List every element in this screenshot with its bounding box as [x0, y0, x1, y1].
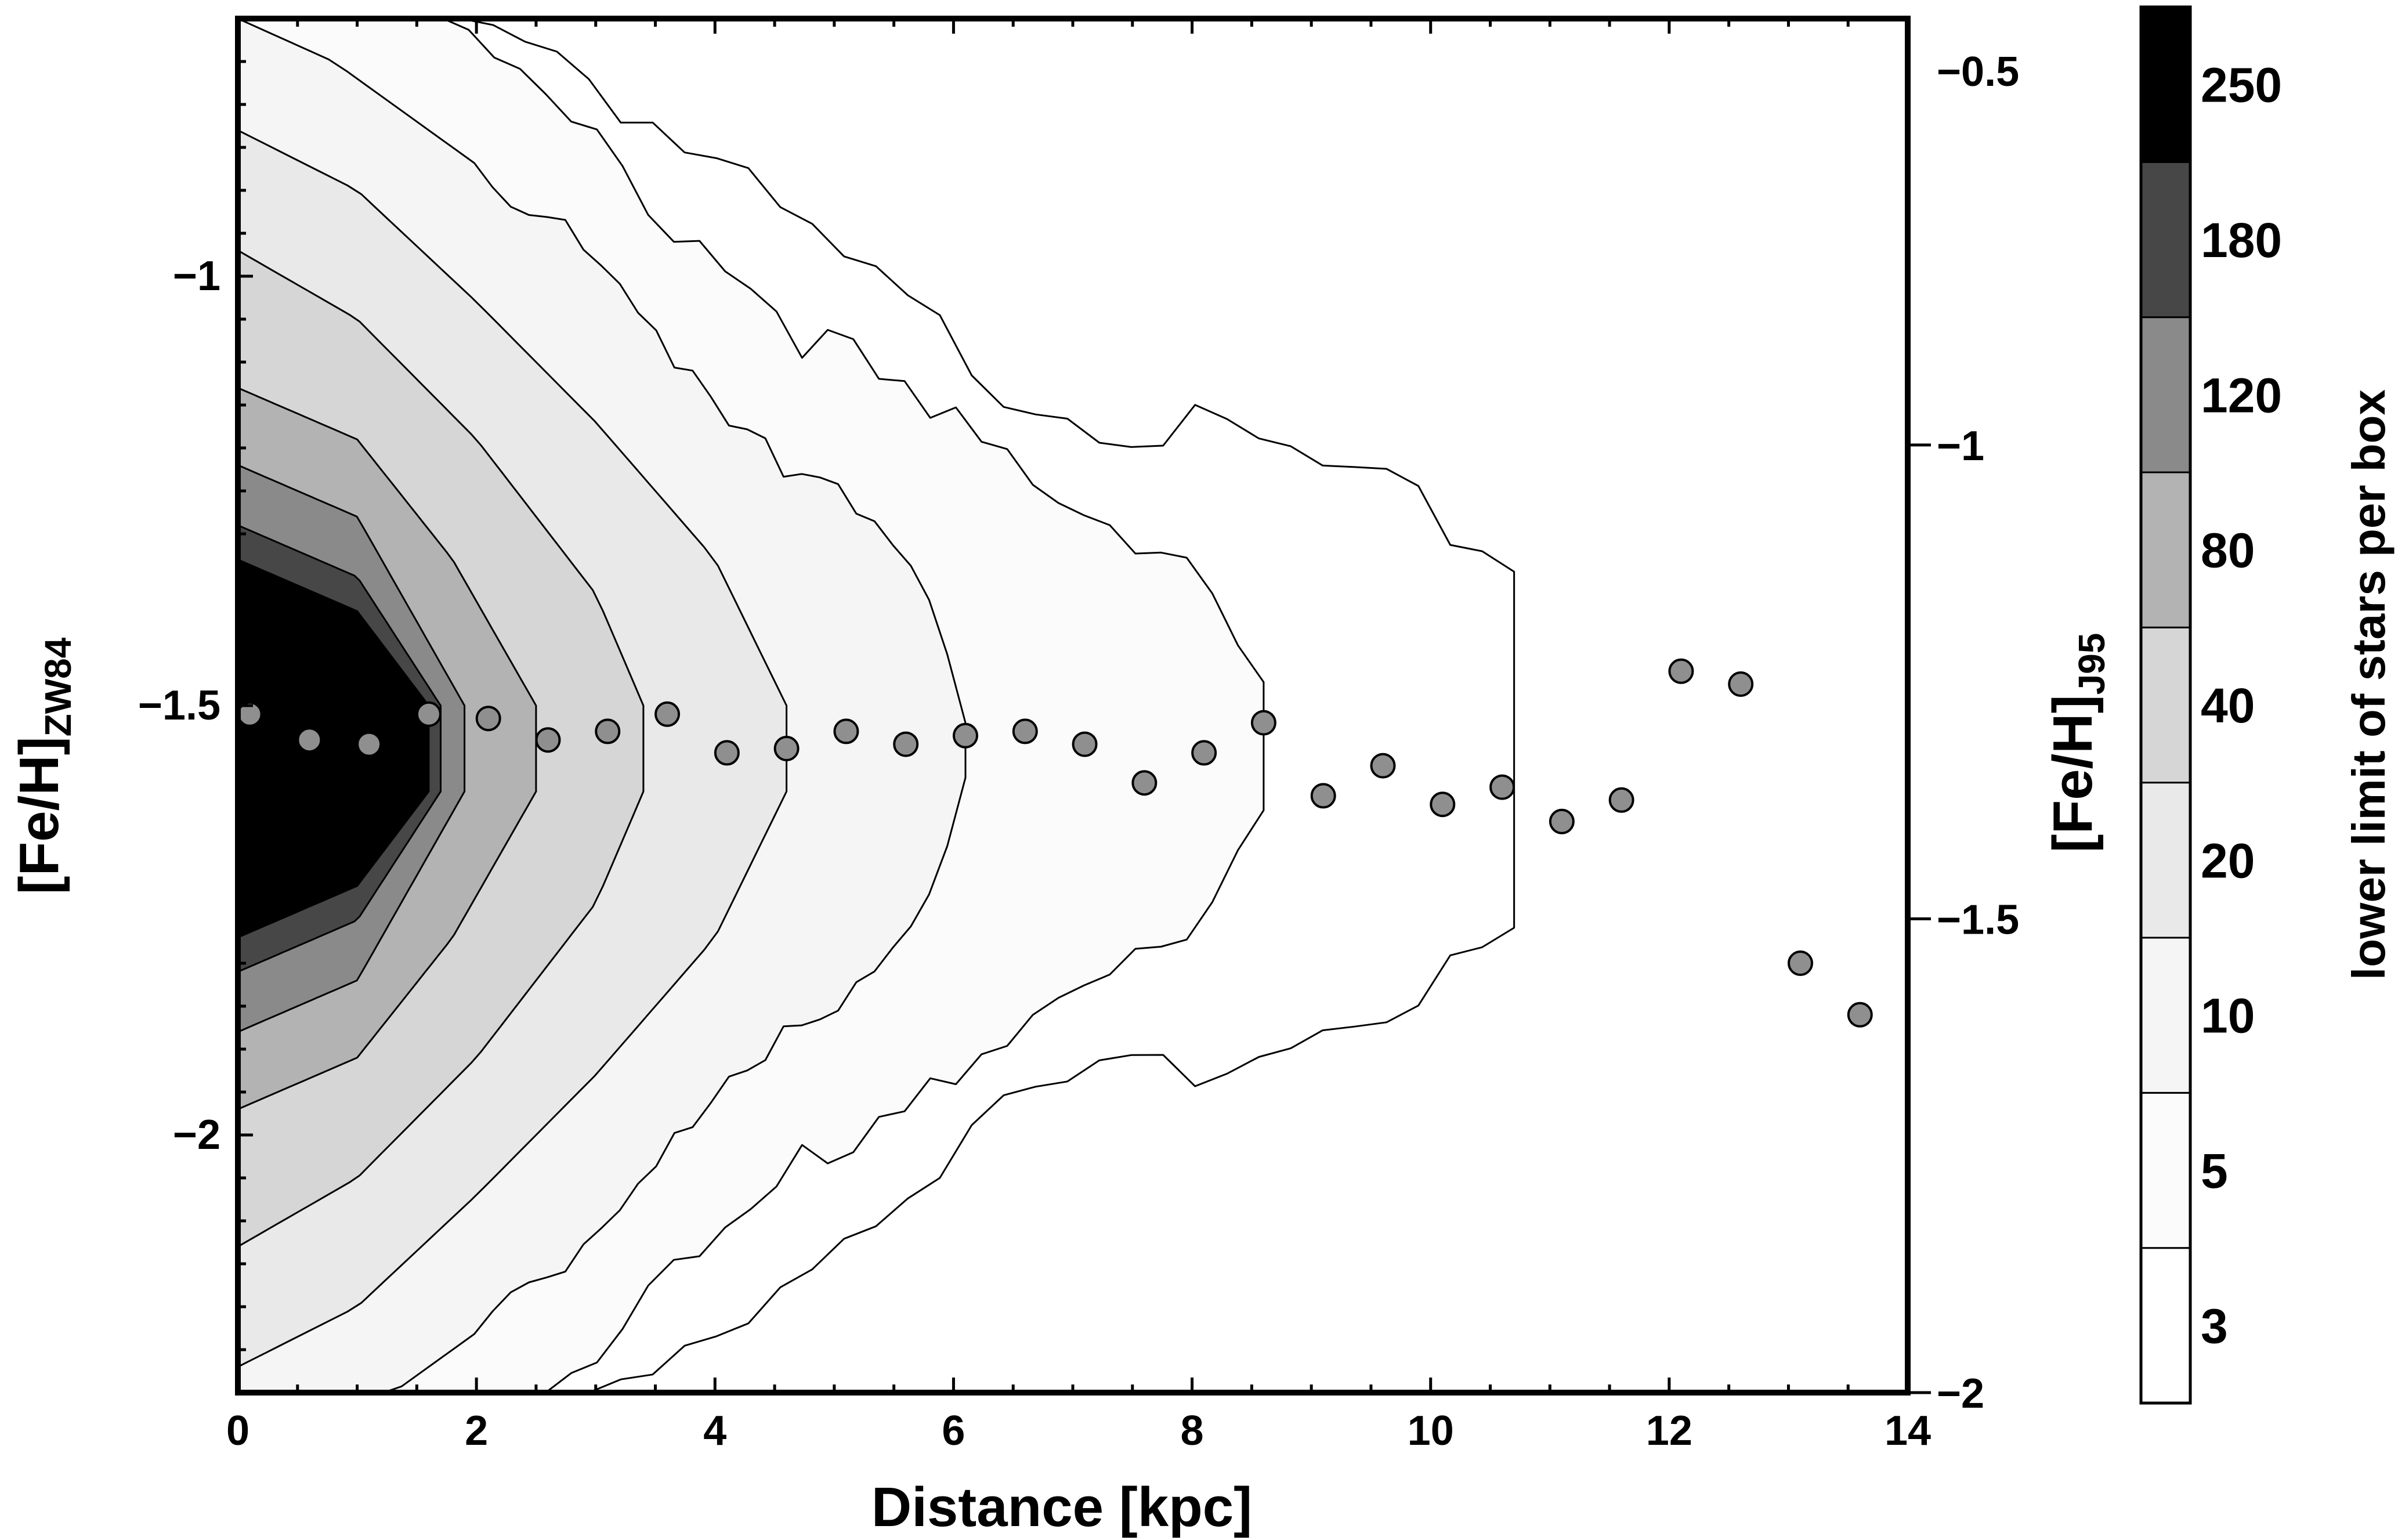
colorbar-label-3: 3 — [2201, 1299, 2228, 1353]
colorbar-label-80: 80 — [2201, 523, 2255, 578]
colorbar-segment-120 — [2140, 316, 2191, 473]
data-point — [356, 731, 382, 757]
data-point — [1489, 774, 1516, 800]
y-axis-label-right: [Fe/H]J95 — [2042, 633, 2113, 853]
y-axis-label-right-main: [Fe/H] — [2042, 695, 2104, 852]
data-point — [1072, 731, 1098, 757]
data-point-group — [237, 658, 1873, 1028]
data-point — [1430, 791, 1456, 818]
colorbar-segment-180 — [2140, 161, 2191, 319]
colorbar-segment-250 — [2140, 6, 2191, 163]
colorbar-title: lower limit of stars per box — [2343, 389, 2395, 980]
y-tick-label-left: −1.5 — [138, 682, 220, 729]
x-tick-label: 0 — [226, 1408, 249, 1454]
tick-label-group: 0 2 4 6 8 10 12 14 −1 −1.5 −2 −0.5 −1 −1.5 −2 — [138, 49, 2019, 1454]
data-point — [1012, 718, 1038, 744]
data-point — [893, 731, 919, 757]
tick-group — [236, 17, 1931, 1394]
colorbar-label-10: 10 — [2201, 989, 2255, 1043]
contour-fill-group — [237, 17, 1516, 1394]
data-point — [1668, 658, 1694, 684]
colorbar-label-120: 120 — [2201, 368, 2282, 422]
x-tick-label: 8 — [1181, 1408, 1204, 1454]
data-point — [1608, 787, 1634, 813]
x-tick-label: 10 — [1408, 1408, 1454, 1454]
y-axis-label-left: [Fe/H]ZW84 — [8, 637, 79, 894]
y-axis-label-right-sub: J95 — [2071, 633, 2113, 695]
colorbar-segment-10 — [2140, 937, 2191, 1094]
y-tick-label-left: −2 — [173, 1112, 220, 1158]
y-tick-label-right: −1 — [1937, 423, 1984, 469]
y-tick-label-right: −2 — [1937, 1371, 1984, 1417]
data-point — [1370, 753, 1396, 779]
data-point — [773, 736, 800, 761]
data-point — [1131, 770, 1158, 796]
colorbar-label-20: 20 — [2201, 833, 2255, 888]
contour-band-250 — [237, 558, 430, 939]
x-tick-label: 6 — [942, 1408, 965, 1454]
data-point — [475, 706, 501, 732]
x-tick-label: 2 — [465, 1408, 488, 1454]
colorbar-frame — [2139, 5, 2192, 1405]
colorbar-segment-20 — [2140, 782, 2191, 939]
data-point — [654, 701, 681, 727]
data-point — [1310, 783, 1336, 809]
data-point — [1847, 1002, 1873, 1028]
colorbar-segment-40 — [2140, 626, 2191, 784]
data-point — [1250, 710, 1276, 736]
x-tick-label: 12 — [1646, 1408, 1692, 1454]
data-point — [952, 722, 978, 749]
data-point — [415, 701, 442, 727]
data-point — [1728, 671, 1754, 697]
x-tick-label: 4 — [703, 1408, 726, 1454]
colorbar-segment-80 — [2140, 471, 2191, 628]
x-axis-label: Distance [kpc] — [871, 1476, 1252, 1538]
y-axis-label-left-main: [Fe/H] — [8, 736, 70, 894]
data-point — [714, 740, 740, 766]
data-point — [833, 718, 859, 744]
data-point — [1549, 808, 1575, 834]
y-tick-label-right: −1.5 — [1937, 896, 2019, 943]
colorbar-label-180: 180 — [2201, 213, 2282, 267]
x-tick-label: 14 — [1885, 1408, 1931, 1454]
colorbar: 3 5 10 20 40 80 120 180 250 — [2139, 5, 2282, 1405]
data-point — [535, 727, 561, 753]
data-point — [595, 718, 621, 744]
y-tick-label-left: −1 — [173, 253, 220, 299]
data-point — [1191, 740, 1217, 766]
data-point — [296, 727, 323, 753]
colorbar-label-250: 250 — [2201, 58, 2282, 113]
colorbar-label-40: 40 — [2201, 678, 2255, 733]
data-point — [1787, 950, 1813, 976]
y-tick-label-right: −0.5 — [1937, 49, 2019, 95]
colorbar-label-5: 5 — [2201, 1144, 2228, 1198]
colorbar-segment-5 — [2140, 1091, 2191, 1249]
colorbar-segment-3 — [2140, 1247, 2191, 1404]
y-axis-label-left-sub: ZW84 — [37, 637, 79, 736]
